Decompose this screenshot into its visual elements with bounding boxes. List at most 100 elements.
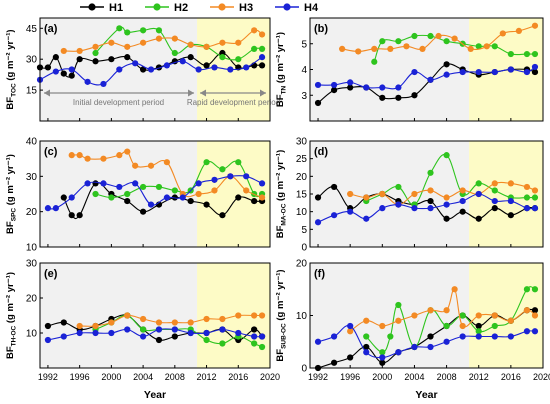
data-point [258,312,266,319]
y-tick-label: 20 [296,259,308,270]
y-tick-label: 5 [301,39,307,50]
data-point [411,32,418,40]
data-point [116,66,123,73]
y-tick-label: 10 [26,329,38,340]
data-point [507,317,514,324]
data-point [531,68,539,76]
data-point [76,47,83,55]
series-h3 [60,27,266,55]
y-axis-label-sub: SPC [11,208,18,222]
data-point [363,194,370,201]
x-tick-label: 2020 [260,372,280,382]
y-tick-label: 20 [26,294,38,305]
data-point [347,190,354,198]
series-h4 [314,190,539,226]
data-point [475,43,482,50]
x-tick-label: 1996 [340,372,360,382]
y-tick-label: 40 [26,137,38,148]
data-point [363,333,370,340]
data-point [132,180,139,187]
data-point [443,71,450,78]
data-point [219,326,226,333]
data-point [459,322,466,330]
y-axis-label-sub: MA-OC [281,203,288,225]
y-axis-label-main: BF [5,221,16,234]
y-axis-label-sub: TOC [11,83,18,97]
y-tick-label: 0 [301,364,307,375]
data-point [483,43,490,50]
data-point [427,205,434,212]
legend-item-h4: H4 [275,2,319,14]
data-point [60,70,67,77]
data-point [403,43,410,50]
panel-e: (e) 10 20 30 1992 1996 2000 2004 2008 2012 2016 202… [5,259,280,402]
series-h3 [339,22,539,55]
data-point [84,78,91,85]
panel-label: (e) [44,268,58,280]
panel-f: (f) 0 10 20 1992 1996 2000 2004 2008 2012 2016 2020… [275,259,550,402]
data-point [251,340,258,347]
data-point [387,333,394,340]
data-point [52,68,59,75]
data-point [507,66,514,73]
y-axis-label-unit: (g m⁻² yr⁻¹) [5,272,16,326]
data-point [331,333,338,340]
data-point [187,319,194,326]
y-axis-label-sub: SUB-OC [281,323,288,349]
data-point [108,39,115,46]
data-point [435,32,442,40]
data-point [155,35,163,42]
data-point [44,336,52,344]
data-point [132,60,139,67]
data-point [531,50,539,58]
series-h2 [363,286,539,356]
data-point [427,307,434,314]
data-point [427,32,434,40]
y-tick-label: 10 [296,207,308,218]
legend-marker [283,3,291,11]
panel-frame [39,140,271,248]
panel-frame [39,262,271,369]
data-point [507,50,514,58]
data-point [347,328,354,335]
data-point [235,329,242,337]
data-point [331,183,338,191]
data-point [427,187,434,194]
data-point [379,359,386,366]
initial-period-shade [310,141,470,247]
y-tick-label: 30 [296,137,308,148]
series-h4 [36,54,266,88]
panel-label: (b) [314,23,328,35]
data-point [531,194,539,201]
initial-period-shade [40,141,198,247]
y-axis-label-sub: TH-OC [11,325,18,346]
initial-period-label: Initial development period [73,98,164,107]
data-point [187,41,194,48]
initial-period-shade [310,263,470,368]
data-point [108,319,115,326]
data-point [339,45,346,53]
data-point [140,315,147,323]
data-point [443,152,450,159]
data-point [251,197,258,205]
data-point [258,194,266,201]
data-point [491,197,498,205]
data-point [411,205,418,212]
data-point [195,66,202,73]
data-point [227,66,234,73]
data-point [475,180,482,187]
data-point [163,194,170,201]
data-point [411,343,418,351]
data-point [363,317,370,324]
data-point [379,354,386,361]
data-point [68,212,75,219]
data-point [140,326,147,333]
data-point [451,35,458,42]
panel-c: (c) 10 20 30 40 BFSPC (g m⁻² yr⁻¹) [5,137,271,254]
data-point [459,333,466,340]
data-point [155,183,163,191]
data-point [219,340,226,347]
data-point [491,312,498,319]
data-point [179,58,186,65]
x-tick-label: 2000 [372,372,392,382]
